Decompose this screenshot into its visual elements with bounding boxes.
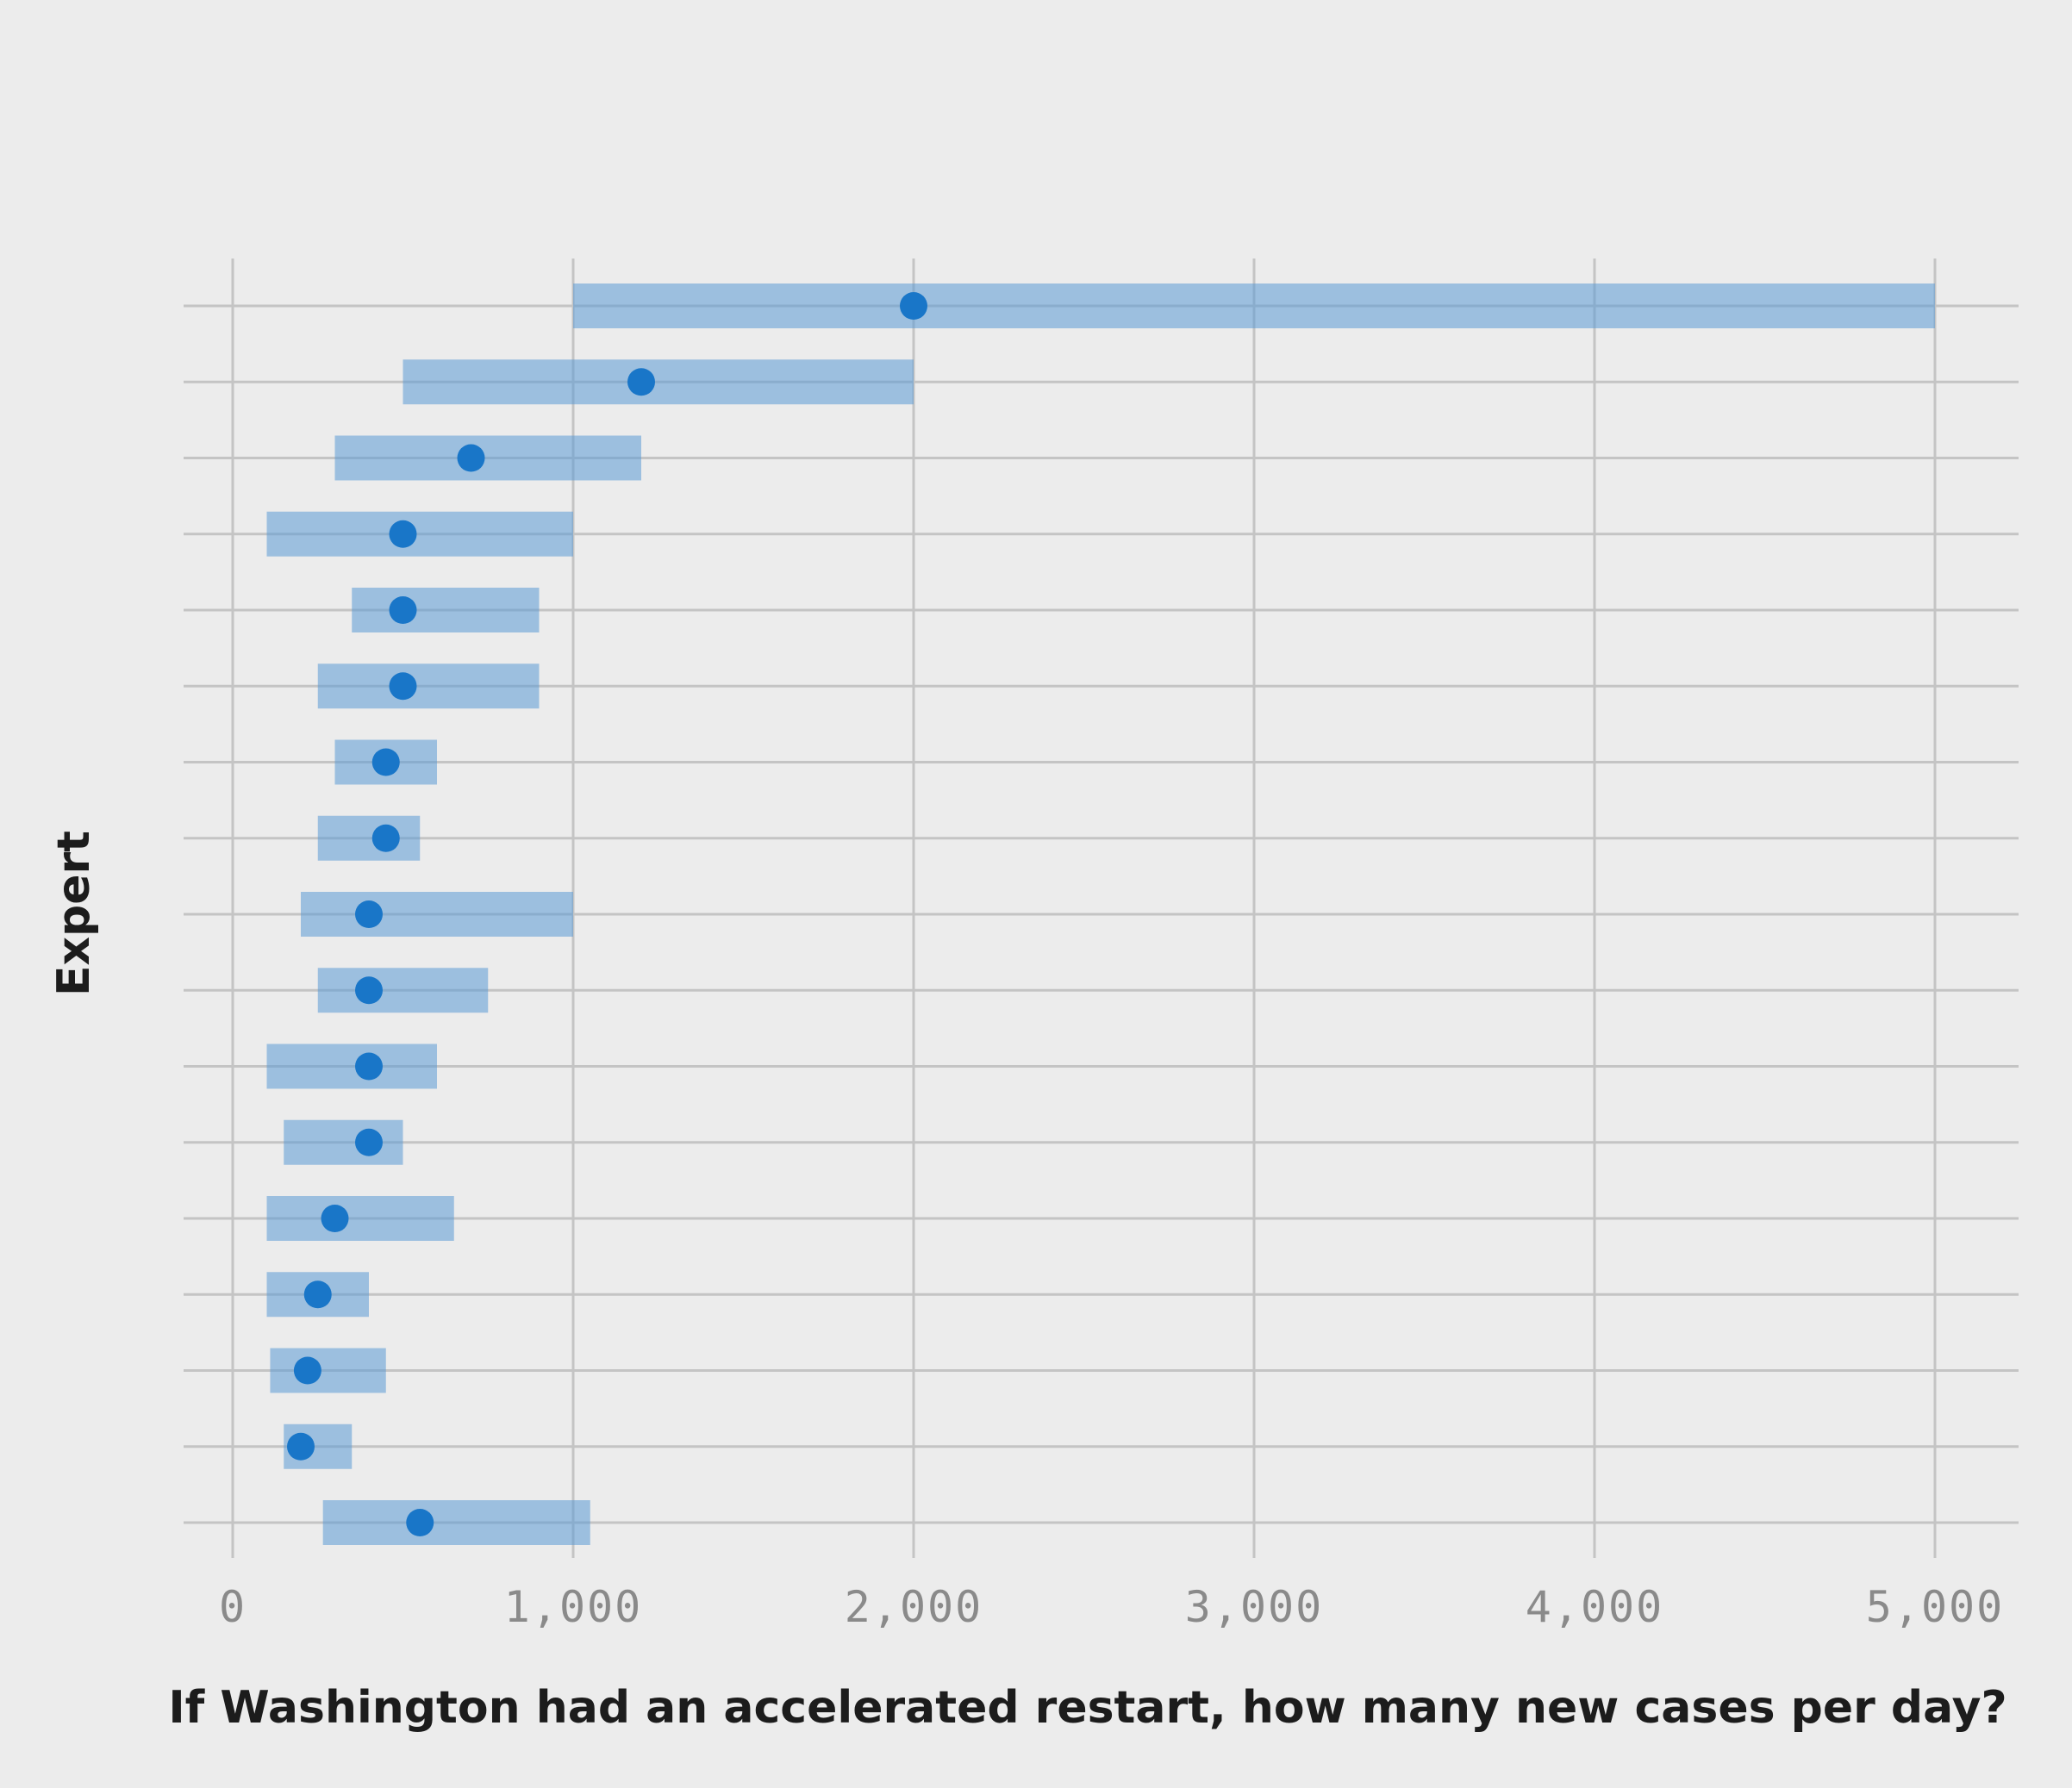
expert-range-bar (266, 1196, 454, 1241)
expert-estimate-point (389, 520, 417, 548)
expert-range-bar (322, 1500, 590, 1545)
x-tick-label: 3,000 (1185, 1582, 1324, 1632)
expert-range-bar (284, 1119, 403, 1165)
x-tick-label: 0 (219, 1582, 247, 1632)
expert-estimate-point (355, 1128, 383, 1156)
expert-range-bar (573, 283, 1935, 328)
expert-estimate-point (355, 1052, 383, 1081)
expert-range-bar (270, 1348, 386, 1393)
expert-range-bar (266, 511, 573, 557)
x-tick-label: 5,000 (1866, 1582, 2005, 1632)
expert-estimate-point (389, 596, 417, 624)
expert-estimate-point (627, 368, 655, 396)
expert-estimate-point (371, 748, 400, 776)
expert-range-bar (266, 1044, 437, 1089)
expert-range-bar (317, 663, 540, 709)
expert-range-bar (403, 359, 914, 405)
expert-range-bar (301, 892, 573, 937)
expert-estimate-point (303, 1280, 332, 1309)
range-bars (266, 283, 1935, 1545)
y-axis-title: Expert (48, 831, 100, 996)
expert-estimate-point (371, 824, 400, 852)
expert-estimate-point (287, 1432, 315, 1461)
expert-estimate-point (355, 900, 383, 928)
expert-estimate-point (321, 1205, 349, 1232)
expert-estimate-point (389, 672, 417, 701)
x-axis-title: If Washington had an accelerated restart… (168, 1682, 2006, 1734)
expert-range-bar (352, 588, 540, 632)
expert-range-bar (317, 968, 489, 1013)
x-tick-labels: 0 1,000 2,000 3,000 4,000 5,000 (219, 1582, 2005, 1632)
expert-range-bar (317, 815, 421, 861)
expert-estimate-point (293, 1356, 321, 1385)
expert-estimate-point (457, 444, 485, 472)
expert-estimate-point (900, 292, 927, 320)
expert-range-bar (334, 435, 641, 481)
x-tick-label: 1,000 (504, 1582, 643, 1632)
x-tick-label: 2,000 (845, 1582, 983, 1632)
x-tick-label: 4,000 (1526, 1582, 1664, 1632)
estimate-points (287, 292, 927, 1536)
expert-estimate-point (355, 976, 383, 1005)
expert-estimate-point (406, 1509, 434, 1536)
